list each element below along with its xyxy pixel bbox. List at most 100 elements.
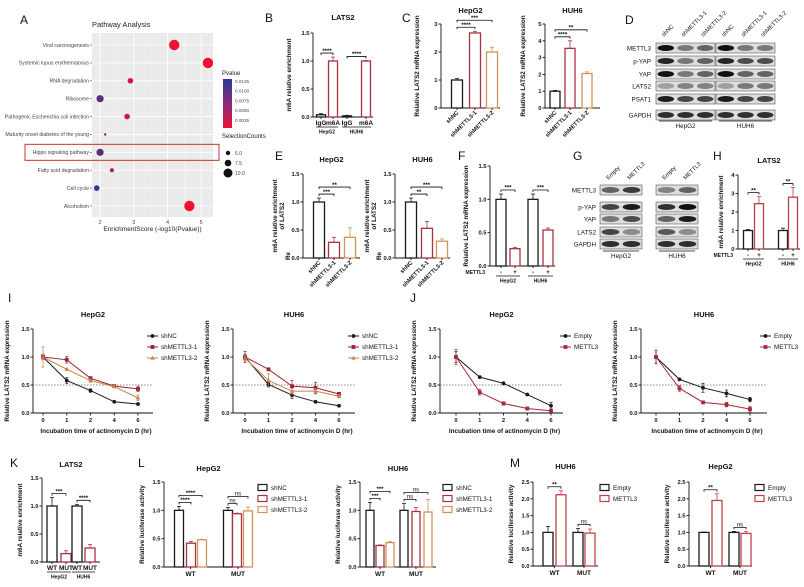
y-tick-label: 0.5: [30, 532, 39, 538]
group-label: HUH6: [737, 123, 755, 130]
square-marker: [351, 345, 356, 349]
significance-bracket: [456, 19, 493, 23]
colorbar-tick-label: 0.0125: [235, 79, 249, 84]
x-tick-label: shNC: [445, 110, 461, 126]
square-marker: [654, 355, 658, 359]
panel-label-f: F: [458, 149, 465, 163]
circle-marker: [549, 403, 553, 408]
legend-label: shMETTL3-2: [271, 507, 308, 514]
chart-title: HUH6: [562, 6, 582, 15]
protein-band: [737, 58, 754, 64]
significance-label: ***: [55, 489, 63, 495]
significance-label: ns: [581, 519, 587, 525]
panel-label-h: H: [713, 149, 722, 163]
y-tick-label: 0.0: [629, 411, 637, 417]
panel-label-k: K: [10, 456, 18, 470]
line-chart-i1: 0.0 0.5 1.0 1.5 0 1 2 4 6 HepG2 Incubation time of…: [4, 310, 198, 435]
significance-label: **: [332, 183, 337, 189]
y-tick-label: 1.5: [291, 172, 300, 178]
y-tick-label: 0.5: [152, 537, 161, 543]
blot-row-label: LATS2: [632, 83, 651, 90]
circle-marker: [563, 334, 568, 338]
y-tick-label: 0.5: [428, 383, 437, 389]
legend-label: shMETTL3-1: [456, 496, 493, 503]
x-tick-label: WT: [72, 565, 82, 572]
protein-band: [717, 58, 735, 64]
y-tick-label: 0.5: [221, 383, 230, 389]
triangle-marker: [112, 384, 117, 389]
protein-band: [657, 112, 675, 118]
legend-label: METTL3: [574, 344, 599, 351]
category-label: Pathogenic Escherichia coli infection: [5, 114, 89, 120]
protein-band: [622, 204, 641, 210]
x-tick-label: 0: [454, 418, 457, 424]
group-label: WT: [185, 571, 195, 578]
protein-band: [756, 45, 774, 51]
square-marker: [477, 390, 482, 395]
protein-band: [677, 96, 694, 102]
x-tick-label: -: [532, 270, 534, 276]
significance-label: **: [569, 26, 574, 32]
y-axis-label-fragment: Re: [376, 251, 383, 260]
x-tick-label: 6: [136, 418, 140, 424]
significance-label: ***: [423, 183, 431, 189]
x-tick-label: 2: [290, 418, 293, 424]
x-axis-label: Incubation time of actinomycin D (hr): [241, 428, 352, 435]
blot-strip: [655, 184, 699, 196]
circle-marker: [501, 381, 506, 386]
y-tick-label: 1: [434, 78, 438, 84]
protein-band: [657, 204, 676, 210]
bar-chart-m1: 0.0 0.5 1.0 1.5 2.0 2.5 HUH6 Relative luciferas…: [508, 462, 638, 577]
group-label: MUT: [577, 570, 591, 577]
lane-label: METTL3: [683, 161, 703, 181]
chart-title: LATS2: [331, 13, 354, 22]
data-point: [93, 185, 100, 191]
y-tick-label: 0.0: [291, 256, 299, 262]
legend-label: Empty: [574, 333, 593, 340]
x-tick-label: 1: [678, 418, 682, 424]
x-tick-label: m6A: [326, 120, 340, 127]
chart-title: HepG2: [196, 464, 220, 473]
y-tick-label: 0: [434, 106, 437, 112]
x-tick-label: 4: [526, 418, 530, 424]
bar: [404, 201, 418, 259]
bar: [584, 532, 596, 567]
bar-chart-c2: 0 1 2 3 4 5 HUH6 Relative LATS2 mRNA expression…: [520, 6, 600, 139]
category-label: Viral carcinogenesis: [43, 43, 90, 49]
legend-swatch: [599, 483, 610, 492]
legend-label: shMETTL3-2: [161, 355, 198, 362]
triangle-marker: [88, 378, 93, 383]
y-tick-label: 1.0: [348, 508, 356, 514]
y-tick-label: 0.5: [348, 537, 357, 543]
blot-strip: [655, 201, 699, 213]
bar: [399, 509, 409, 568]
lane-label: METTL3: [627, 161, 647, 181]
circle-marker: [763, 334, 768, 338]
data-point: [96, 148, 104, 156]
y-axis-label: Relative LATS2 mRNA expression: [463, 165, 470, 266]
blot-strip: [599, 201, 643, 213]
significance-bracket: [500, 189, 516, 192]
legend-swatch: [257, 505, 268, 514]
panel-label-m: M: [510, 456, 520, 470]
blot-strip: [599, 184, 643, 196]
significance-bracket: [577, 523, 591, 527]
line-chart-j2: 0.0 0.5 1.0 1.5 0 1 2 4 6 HUH6 Incubation time of …: [612, 310, 799, 435]
y-tick-label: 0.0: [677, 564, 685, 570]
group-label: HepG2: [319, 130, 335, 136]
series-line: [42, 356, 139, 390]
protein-band: [737, 112, 754, 118]
western-blot-g: METTL3 p-YAP YAP LATS2 GAPDH Empty METTL3 HepG2…: [572, 161, 703, 260]
bar: [71, 505, 83, 563]
legend-swatch: [442, 483, 453, 492]
protein-band: [622, 216, 641, 222]
bar: [495, 198, 507, 267]
x-tick-label: 1: [65, 418, 69, 424]
lane-label: Empty: [606, 165, 622, 181]
chart-title: HUH6: [284, 310, 304, 319]
data-point: [109, 168, 114, 173]
bar-chart-b: 0.0 0.5 1.0 1.5 LATS2 m6A relative enrichment…: [286, 13, 373, 136]
legend-label: Empty: [768, 485, 787, 492]
